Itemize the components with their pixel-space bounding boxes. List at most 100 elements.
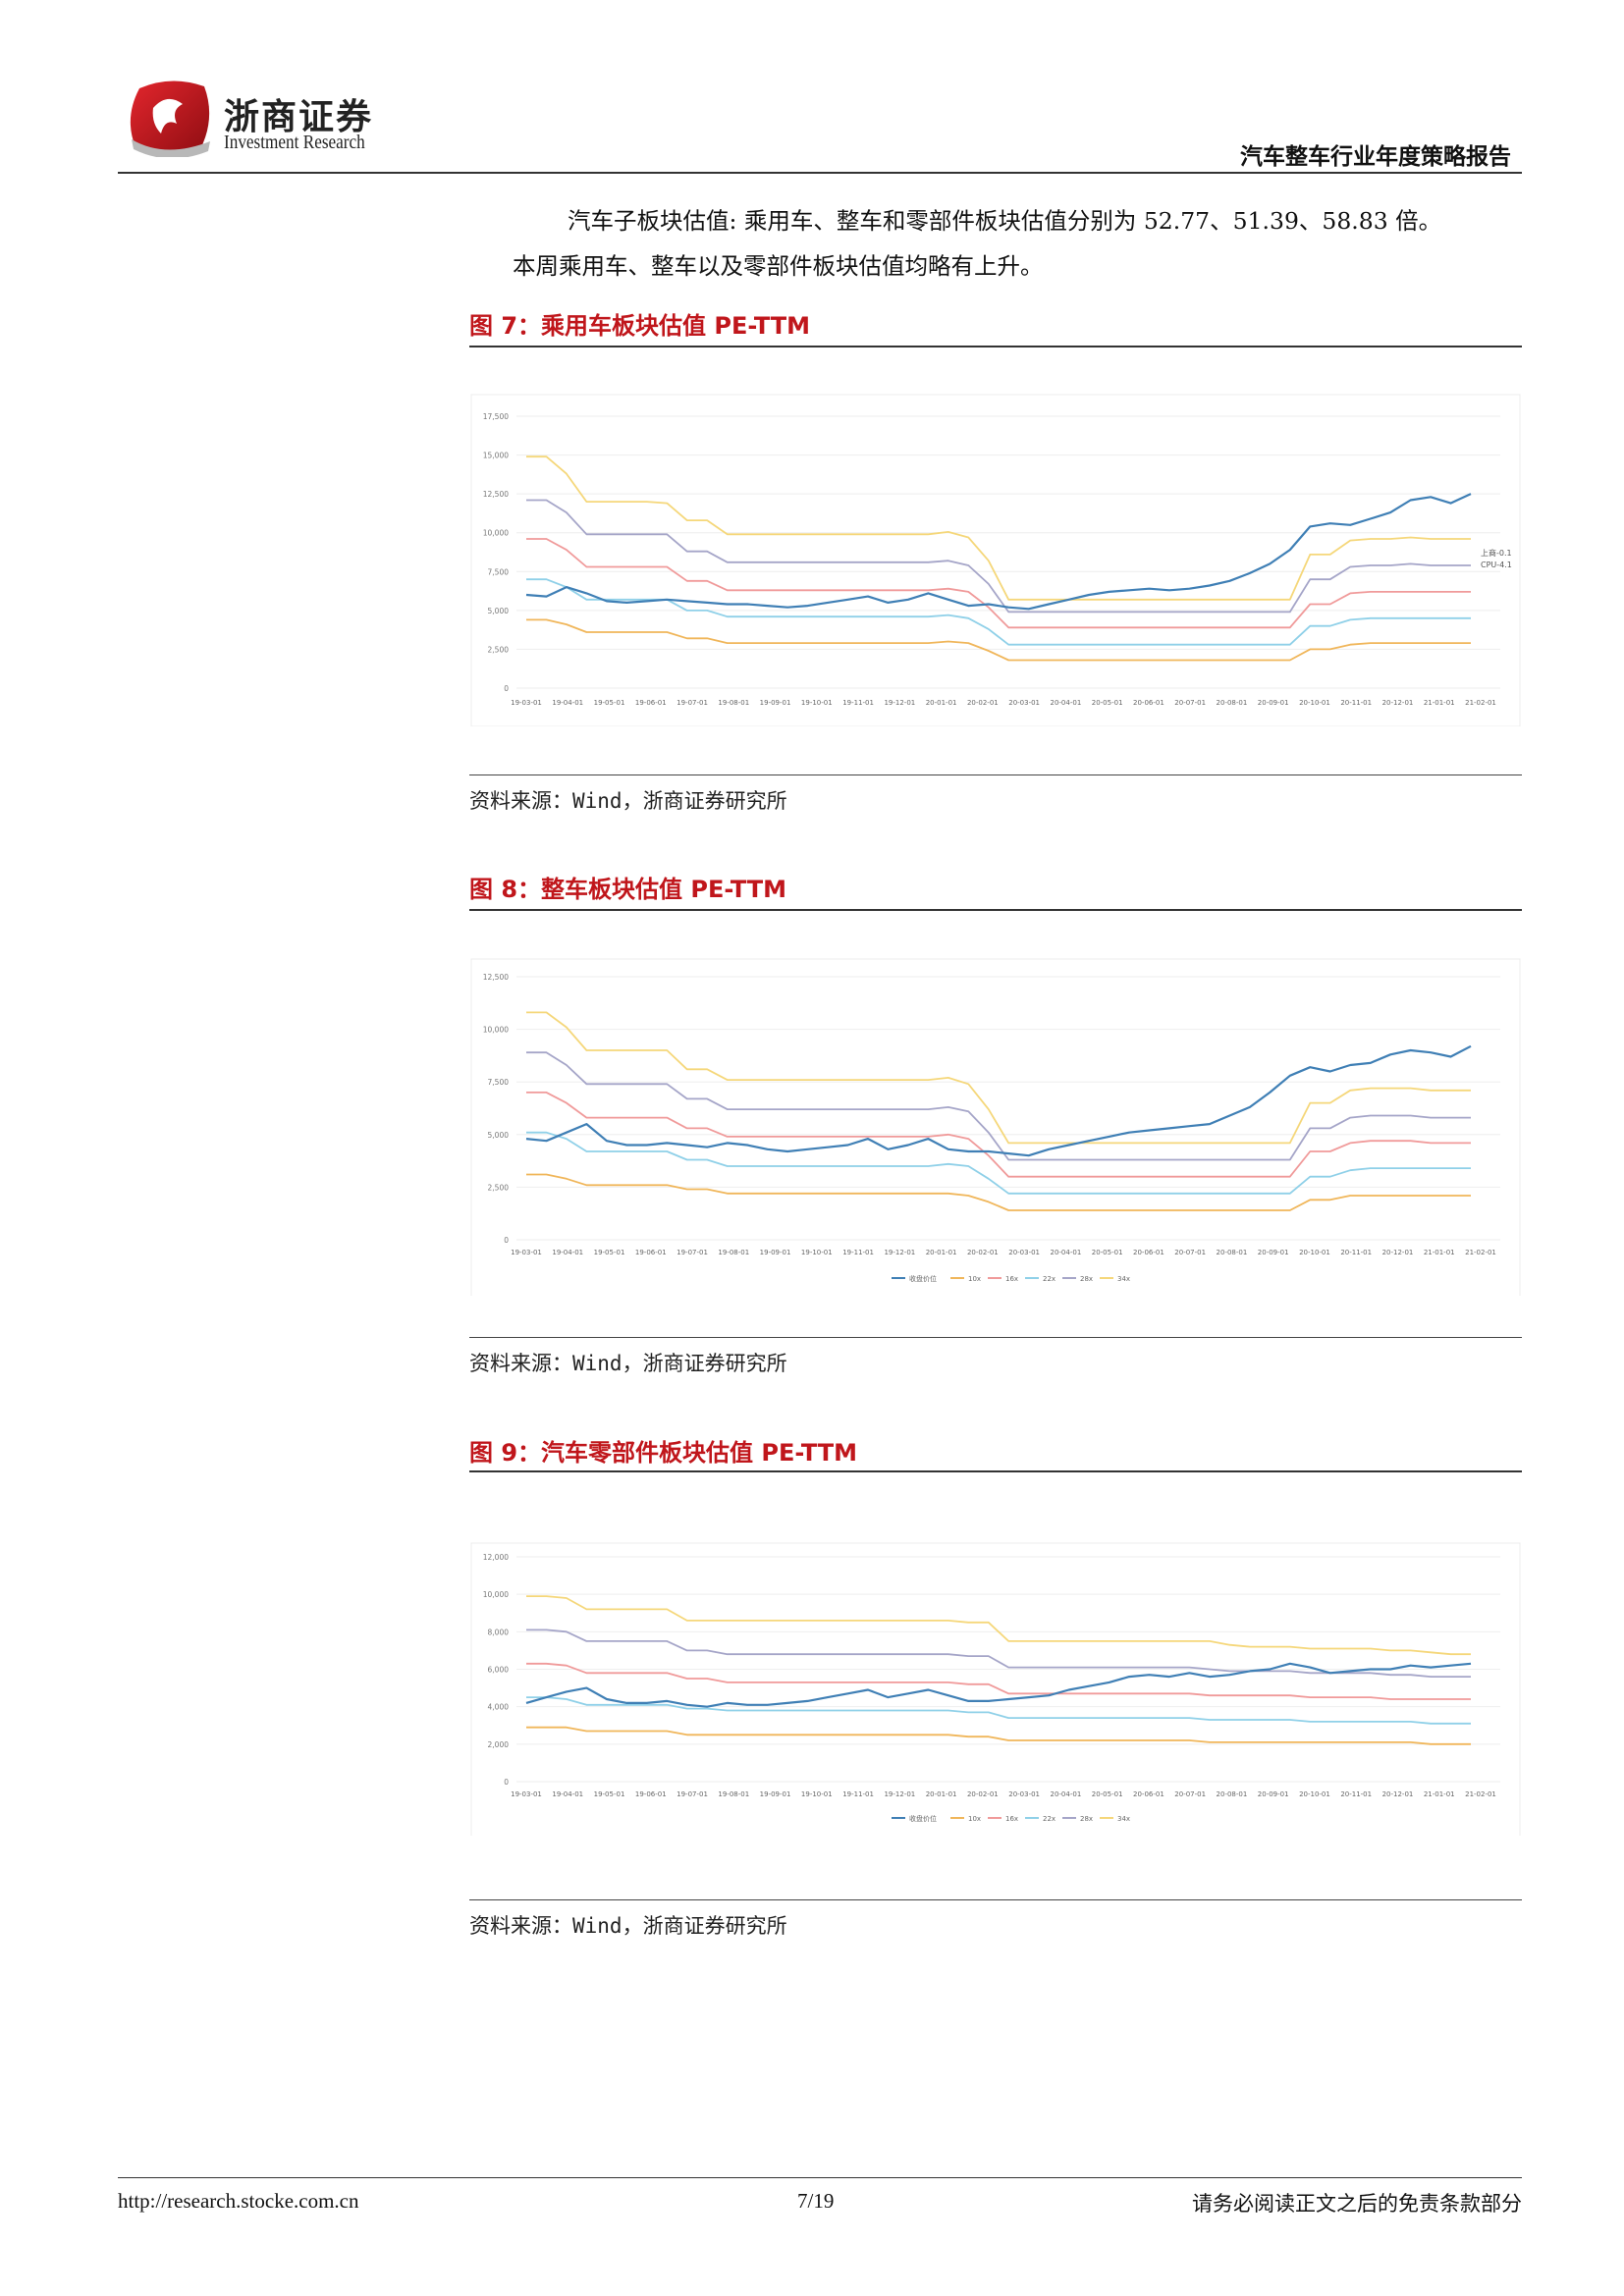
series-line-2 [526,538,1471,629]
series-line-1 [526,1629,1471,1679]
x-tick-label: 20-11-01 [1340,699,1372,707]
figure-7-title: 图 7：乘用车板块估值 PE-TTM [469,312,811,340]
x-tick-label: 20-05-01 [1092,699,1123,707]
figure-8-bottom-rule [469,1337,1522,1338]
figure-7-chart: 0 2,500 5,000 7,500 10,000 12,500 15,000 17,500… [470,394,1521,726]
footer-divider [118,2177,1522,2178]
y-tick-label: 2,000 [488,1740,510,1749]
x-tick-label: 20-05-01 [1092,1790,1123,1798]
body-paragraph-line1: 汽车子板块估值: 乘用车、整车和零部件板块估值分别为 52.77、51.39、5… [568,207,1442,235]
legend-label: 收盘价位 [909,1814,937,1823]
series-line-4 [526,1726,1471,1745]
legend-label: 16x [1005,1815,1018,1823]
x-tick-label: 21-01-01 [1424,1249,1455,1256]
body-paragraph-line2: 本周乘用车、整车以及零部件板块估值均略有上升。 [513,252,1044,280]
report-title: 汽车整车行业年度策略报告 [1240,144,1511,170]
x-tick-label: 19-06-01 [635,1790,667,1798]
figure-8-top-rule [469,909,1522,911]
y-tick-label: 7,500 [488,567,510,576]
figure-8-title: 图 8：整车板块估值 PE-TTM [469,876,787,903]
legend-label: 22x [1043,1275,1056,1283]
y-tick-label: 12,500 [483,973,509,982]
x-tick-label: 19-09-01 [760,699,791,707]
figure-9-source: 资料来源：Wind，浙商证券研究所 [469,1914,787,1938]
x-tick-label: 19-04-01 [552,699,583,707]
x-tick-label: 19-11-01 [842,699,874,707]
legend-label: 10x [968,1815,981,1823]
x-tick-label: 19-07-01 [677,1790,708,1798]
header-divider [118,172,1522,174]
chart-overlay-labels: 上商-0.1 CPU-4.1 [1481,548,1512,571]
series-line-3 [526,1696,1471,1725]
x-tick-label: 19-03-01 [511,1790,542,1798]
x-tick-label: 20-05-01 [1092,1249,1123,1256]
x-tick-label: 19-05-01 [594,1249,625,1256]
legend-label: 28x [1080,1275,1093,1283]
series-line-2 [526,1662,1471,1700]
legend-label: 28x [1080,1815,1093,1823]
x-tick-label: 19-08-01 [718,699,749,707]
x-tick-label: 19-07-01 [677,1249,708,1256]
overlay-label-1: 上商-0.1 [1481,549,1512,558]
x-tick-label: 20-10-01 [1299,699,1330,707]
figure-9-top-rule [469,1470,1522,1472]
x-tick-label: 20-07-01 [1174,1249,1206,1256]
y-tick-label: 10,000 [483,529,509,538]
legend-label: 34x [1117,1275,1130,1283]
figure-9-bottom-rule [469,1899,1522,1900]
y-tick-label: 0 [504,1778,509,1787]
x-tick-label: 20-01-01 [926,1790,957,1798]
x-tick-label: 20-09-01 [1258,1790,1289,1798]
y-tick-label: 10,000 [483,1026,509,1035]
x-tick-label: 19-10-01 [801,1790,833,1798]
x-tick-label: 20-02-01 [967,699,999,707]
y-tick-label: 2,500 [488,645,510,654]
y-tick-label: 5,000 [488,607,510,615]
legend-label: 34x [1117,1815,1130,1823]
x-tick-label: 19-11-01 [842,1249,874,1256]
series-line-3 [526,578,1471,646]
series-line-0 [526,1595,1471,1656]
x-tick-label: 20-07-01 [1174,1790,1206,1798]
x-tick-label: 20-11-01 [1340,1249,1372,1256]
figure-7-bottom-rule [469,774,1522,775]
series-line-0 [526,455,1471,601]
x-tick-label: 20-02-01 [967,1249,999,1256]
y-tick-label: 2,500 [488,1183,510,1192]
x-tick-label: 19-04-01 [552,1790,583,1798]
x-tick-label: 19-11-01 [842,1790,874,1798]
chart-frame [470,394,1521,726]
x-tick-label: 19-06-01 [635,699,667,707]
x-tick-label: 21-02-01 [1465,1790,1496,1798]
x-tick-label: 20-12-01 [1382,1790,1414,1798]
y-tick-label: 5,000 [488,1131,510,1140]
x-tick-label: 19-03-01 [511,1249,542,1256]
y-tick-label: 6,000 [488,1666,510,1675]
company-logo [130,80,210,157]
series-line-4 [526,618,1471,662]
y-tick-label: 0 [504,1236,509,1245]
x-tick-label: 21-01-01 [1424,699,1455,707]
x-tick-label: 21-02-01 [1465,699,1496,707]
series-line-2 [526,1091,1471,1178]
x-tick-label: 20-03-01 [1008,699,1040,707]
figure-7-top-rule [469,346,1522,347]
x-tick-label: 20-04-01 [1051,699,1082,707]
figure-9-title: 图 9：汽车零部件板块估值 PE-TTM [469,1439,858,1467]
x-tick-label: 20-03-01 [1008,1249,1040,1256]
x-tick-label: 19-06-01 [635,1249,667,1256]
x-tick-label: 19-03-01 [511,699,542,707]
x-tick-label: 20-11-01 [1340,1790,1372,1798]
x-tick-label: 20-03-01 [1008,1790,1040,1798]
x-tick-label: 20-04-01 [1051,1249,1082,1256]
y-tick-label: 15,000 [483,452,509,460]
y-tick-label: 12,000 [483,1553,509,1562]
series-line-0 [526,1011,1471,1145]
x-tick-label: 20-06-01 [1133,1249,1164,1256]
x-tick-label: 20-07-01 [1174,699,1206,707]
x-tick-label: 19-05-01 [594,699,625,707]
x-tick-label: 19-10-01 [801,1249,833,1256]
chart-frame [470,1542,1521,1836]
series-line-5 [525,1662,1472,1708]
footer-url[interactable]: http://research.stocke.com.cn [118,2189,359,2213]
